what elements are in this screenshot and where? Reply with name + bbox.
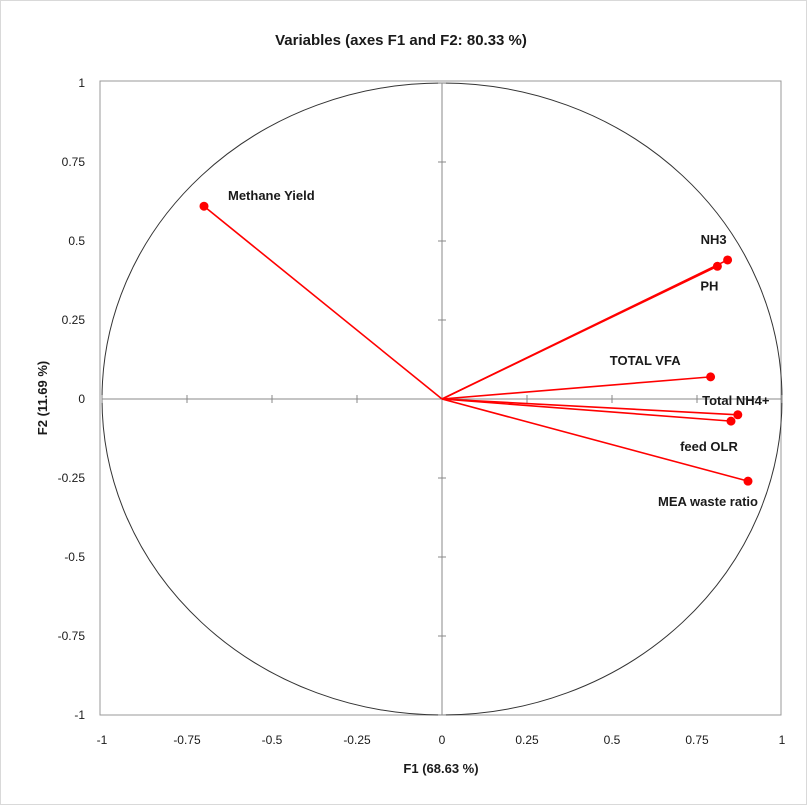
y-tick-label: -0.75 [58,629,86,643]
x-tick-label: -0.75 [173,733,201,747]
x-axis-title: F1 (68.63 %) [403,761,478,776]
data-point [706,372,716,382]
data-point [726,416,736,426]
x-tick-label: -0.5 [262,733,283,747]
labels-layer: Methane Yield NH3 PH TOTAL VFA Total NH4+ fee… [228,188,770,509]
chart-title: Variables (axes F1 and F2: 80.33 %) [275,32,527,49]
point-label: Total NH4+ [702,393,770,408]
y-tick-label: 0.5 [68,234,85,248]
vector-line [441,376,711,400]
axes-layer: -1 -0.75 -0.5 -0.25 0 0.25 0.5 0.75 1 1 0.75 0.5 0.2… [58,76,786,747]
x-tick-label: 0.25 [515,733,539,747]
point-label: PH [700,278,718,293]
y-axis-title: F2 (11.69 %) [35,361,50,435]
data-point [733,410,743,420]
point-label: feed OLR [680,439,738,454]
x-tick-label: -0.25 [343,733,371,747]
vectors-layer [199,201,753,486]
y-tick-label: -0.5 [64,550,85,564]
point-label: Methane Yield [228,188,315,203]
x-tick-label: 1 [779,733,786,747]
y-tick-label: 0.25 [62,313,86,327]
x-tick-label: 0.75 [685,733,709,747]
vector-line [441,398,738,416]
x-tick-label: 0 [439,733,446,747]
vector-line [441,265,718,400]
y-tick-label: -1 [74,708,85,722]
data-point [723,255,733,265]
vector-line [203,205,443,400]
data-point [712,261,722,271]
point-label: NH3 [701,232,727,247]
y-tick-label: 1 [78,76,85,90]
vector-line [441,398,749,482]
data-point [199,201,209,211]
point-label: MEA waste ratio [658,494,758,509]
data-point [743,476,753,486]
point-label: TOTAL VFA [610,353,681,368]
vector-line [441,398,732,422]
y-tick-label: -0.25 [58,471,86,485]
x-tick-label: -1 [97,733,108,747]
y-tick-label: 0.75 [62,155,86,169]
x-tick-label: 0.5 [604,733,621,747]
y-tick-label: 0 [78,392,85,406]
